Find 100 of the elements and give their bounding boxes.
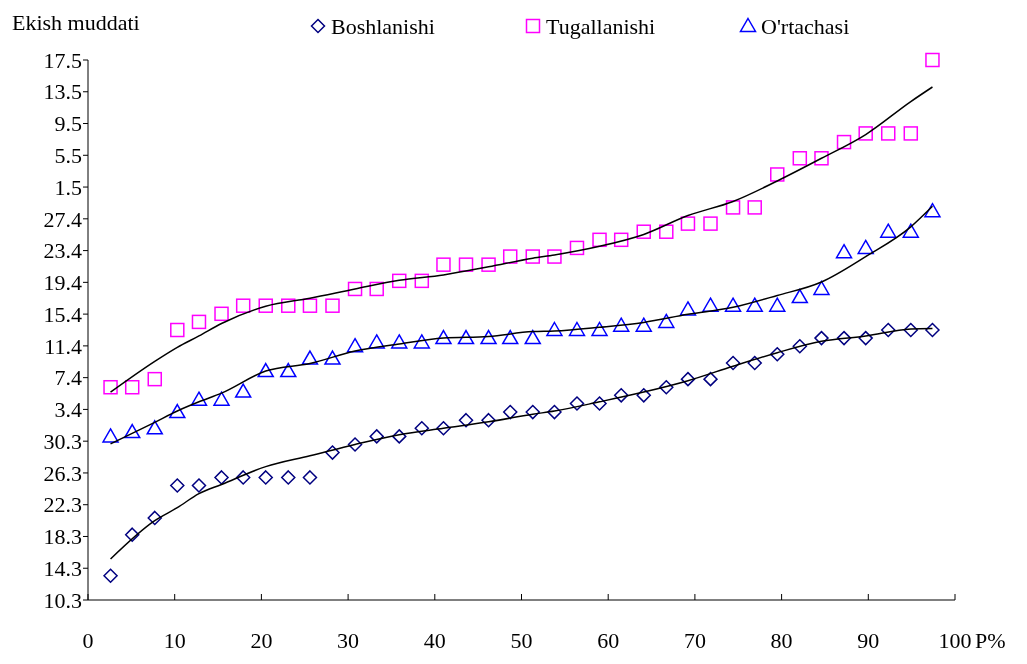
point: [146, 420, 164, 435]
point: [301, 350, 319, 365]
point: [368, 334, 385, 349]
point: [835, 243, 853, 259]
x-tick-label: 80: [770, 628, 793, 653]
point: [103, 379, 118, 395]
point: [569, 396, 585, 411]
point: [659, 224, 674, 239]
point: [879, 223, 897, 238]
point: [213, 391, 230, 406]
point: [457, 329, 475, 345]
point: [414, 273, 430, 289]
point: [858, 126, 873, 141]
text: 26.3: [43, 460, 82, 486]
text: 11.4: [44, 333, 82, 359]
x-tick-label: 100: [938, 628, 972, 653]
point: [702, 297, 719, 312]
point: [347, 281, 363, 297]
text: 15.4: [43, 301, 82, 327]
point: [680, 216, 696, 231]
point: [169, 403, 186, 419]
point: [703, 216, 718, 231]
point: [123, 423, 141, 439]
point: [613, 232, 629, 248]
text: 17.5: [43, 47, 82, 73]
point: [592, 396, 607, 411]
point: [392, 273, 407, 289]
x-tick-label: 50: [510, 628, 533, 653]
point: [103, 568, 118, 583]
point: [836, 134, 852, 150]
point: [903, 126, 919, 141]
point: [147, 510, 163, 526]
point: [747, 355, 762, 371]
text: 19.4: [43, 270, 82, 296]
point: [792, 338, 808, 354]
point: [857, 239, 874, 255]
point: [769, 297, 786, 312]
point: [147, 371, 163, 387]
point: [659, 379, 674, 395]
point: [546, 321, 563, 337]
x-tick-label: 20: [250, 628, 273, 653]
point: [435, 329, 452, 345]
point: [635, 317, 652, 332]
point: [792, 151, 808, 166]
point: [325, 445, 340, 460]
text: 13.5: [43, 79, 82, 105]
point: [925, 52, 940, 68]
point: [481, 257, 496, 272]
point: [858, 330, 873, 346]
point: [747, 200, 762, 215]
point: [814, 330, 829, 346]
point: [280, 362, 297, 378]
point: [880, 126, 896, 141]
point: [770, 347, 785, 362]
legend-label: Tugallanishi: [546, 13, 656, 39]
point: [525, 249, 541, 264]
point: [325, 298, 340, 313]
point: [257, 362, 274, 378]
point: [436, 421, 451, 436]
point: [813, 280, 830, 296]
point: [770, 167, 785, 182]
text: 5.5: [54, 142, 82, 168]
y-axis-title: Ekish muddati: [12, 10, 140, 35]
point: [725, 355, 741, 371]
point: [501, 329, 519, 345]
point: [658, 313, 675, 329]
point: [814, 151, 829, 166]
text: 3.4: [54, 397, 82, 423]
point: [347, 437, 363, 452]
point: [369, 281, 384, 297]
point: [214, 470, 229, 485]
x-tick-label: 10: [163, 628, 186, 653]
point: [214, 306, 229, 322]
text: 30.3: [43, 428, 82, 454]
point: [679, 301, 697, 316]
point: [191, 478, 207, 493]
point: [924, 202, 941, 218]
point: [612, 317, 630, 332]
point: [525, 404, 541, 420]
legend-label: O'rtachasi: [761, 13, 850, 39]
x-tick-label: 70: [683, 628, 706, 653]
text: 7.4: [54, 365, 82, 391]
point: [836, 330, 852, 346]
point: [636, 224, 651, 239]
point: [391, 334, 408, 349]
point: [925, 322, 940, 338]
point: [235, 470, 251, 485]
point: [480, 329, 497, 345]
point: [392, 429, 407, 444]
point: [235, 298, 251, 313]
point: [903, 322, 919, 338]
point: [502, 249, 518, 264]
point: [746, 297, 763, 312]
point: [414, 421, 430, 436]
x-tick-label: 40: [423, 628, 446, 653]
text: 1.5: [54, 174, 82, 200]
point: [302, 470, 318, 485]
point: [190, 391, 208, 406]
point: [369, 429, 384, 444]
point: [703, 371, 718, 387]
